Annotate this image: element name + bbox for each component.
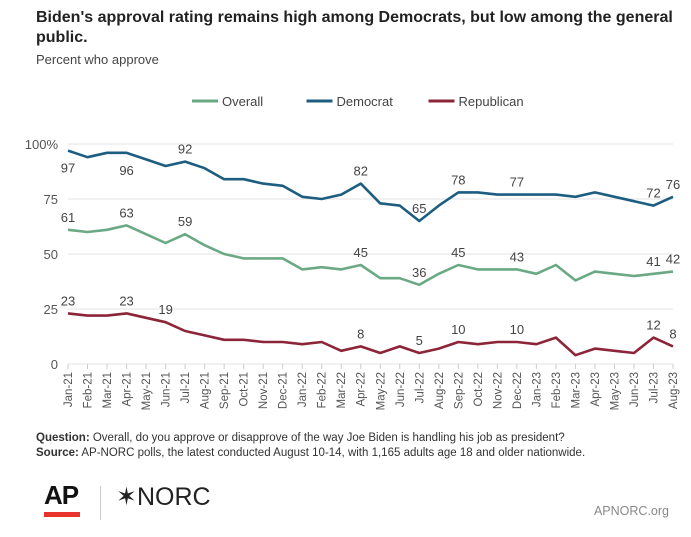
- source-note: Source: AP-NORC polls, the latest conduc…: [36, 447, 585, 459]
- logo-divider: [100, 486, 101, 520]
- data-label: 43: [510, 249, 524, 264]
- data-label: 96: [119, 163, 133, 178]
- question-text: Overall, do you approve or disapprove of…: [89, 432, 565, 444]
- data-label: 82: [354, 164, 368, 179]
- data-label: 36: [412, 265, 426, 280]
- x-tick-label: Feb-23: [551, 372, 563, 408]
- data-label: 61: [61, 210, 75, 225]
- y-tick-label: 0: [51, 357, 58, 372]
- data-label: 8: [357, 326, 364, 341]
- data-label: 8: [669, 326, 676, 341]
- ap-logo: AP: [44, 480, 79, 510]
- legend-label-overall: Overall: [222, 94, 263, 109]
- data-label: 10: [510, 322, 524, 337]
- data-label: 45: [451, 245, 465, 260]
- x-tick-label: May-23: [609, 372, 621, 410]
- x-tick-label: Mar-21: [102, 372, 114, 408]
- x-tick-label: Oct-21: [239, 372, 251, 407]
- source-label: Source:: [36, 447, 79, 459]
- x-tick-label: Aug-23: [668, 372, 680, 409]
- legend-label-democrat: Democrat: [337, 94, 394, 109]
- norc-star-icon: ✶: [116, 483, 137, 511]
- data-label: 72: [646, 186, 660, 201]
- x-tick-label: Dec-22: [512, 372, 524, 409]
- x-tick-label: Jun-22: [395, 372, 407, 407]
- x-tick-label: Jun-21: [161, 372, 173, 407]
- data-label: 65: [412, 201, 426, 216]
- data-label: 59: [178, 214, 192, 229]
- x-tick-label: Apr-23: [590, 372, 602, 407]
- y-tick-label: 50: [44, 247, 58, 262]
- x-tick-label: Oct-22: [473, 372, 485, 407]
- x-tick-label: Jan-23: [531, 372, 543, 407]
- norc-logo-text: NORC: [136, 483, 211, 511]
- data-label: 45: [354, 245, 368, 260]
- data-label: 23: [61, 293, 75, 308]
- chart-title: Biden's approval rating remains high amo…: [36, 9, 673, 46]
- data-label: 97: [61, 161, 75, 176]
- data-label: 77: [510, 175, 524, 190]
- legend-label-republican: Republican: [459, 94, 524, 109]
- source-text: AP-NORC polls, the latest conducted Augu…: [78, 447, 586, 459]
- data-label: 92: [178, 142, 192, 157]
- x-tick-label: May-21: [141, 372, 153, 410]
- norc-logo: ✶NORC: [116, 482, 211, 512]
- x-tick-label: Aug-22: [434, 372, 446, 409]
- y-tick-label: 75: [44, 192, 58, 207]
- x-tick-label: Mar-23: [570, 372, 582, 408]
- x-tick-label: Mar-22: [336, 372, 348, 408]
- data-label: 42: [666, 252, 680, 267]
- data-label: 12: [646, 318, 660, 333]
- line-chart: 0 25 50 75 100% Jan-21 Feb-21 Mar-21 Apr-21 May-2…: [25, 94, 680, 410]
- ap-logo-bar: [44, 512, 80, 517]
- x-tick-label: Jan-21: [63, 372, 75, 407]
- data-label: 78: [451, 172, 465, 187]
- x-tick-label: Dec-21: [278, 372, 290, 409]
- data-label: 5: [416, 333, 423, 348]
- x-tick-label: Nov-21: [258, 372, 270, 409]
- data-label: 63: [119, 205, 133, 220]
- x-tick-label: Apr-21: [122, 372, 134, 407]
- x-tick-label: Feb-22: [317, 372, 329, 408]
- x-tick-label: Sep-22: [453, 372, 465, 409]
- website-link[interactable]: APNORC.org: [593, 504, 669, 518]
- data-label: 19: [158, 302, 172, 317]
- question-note: Question: Overall, do you approve or dis…: [36, 432, 565, 444]
- x-tick-label: Jan-22: [297, 372, 309, 407]
- x-tick-label: Jul-21: [180, 372, 192, 403]
- x-tick-label: May-22: [375, 372, 387, 410]
- series-line-republican: [67, 312, 674, 357]
- x-tick-label: Jul-23: [648, 372, 660, 403]
- x-tick-label: Nov-22: [492, 372, 504, 409]
- series-line-overall: [67, 224, 674, 287]
- series-line-democrat: [67, 149, 674, 223]
- y-tick-label: 100%: [25, 137, 59, 152]
- y-tick-label: 25: [44, 302, 58, 317]
- x-tick-label: Sep-21: [219, 372, 231, 409]
- question-label: Question:: [36, 432, 90, 444]
- x-tick-label: Jul-22: [414, 372, 426, 403]
- data-label: 76: [666, 177, 680, 192]
- data-label: 10: [451, 322, 465, 337]
- x-tick-label: Jun-23: [629, 372, 641, 407]
- chart-subtitle: Percent who approve: [36, 52, 159, 67]
- data-label: 41: [646, 254, 660, 269]
- x-tick-label: Feb-21: [83, 372, 95, 408]
- x-tick-label: Aug-21: [200, 372, 212, 409]
- data-label: 23: [119, 293, 133, 308]
- x-tick-label: Apr-22: [356, 372, 368, 407]
